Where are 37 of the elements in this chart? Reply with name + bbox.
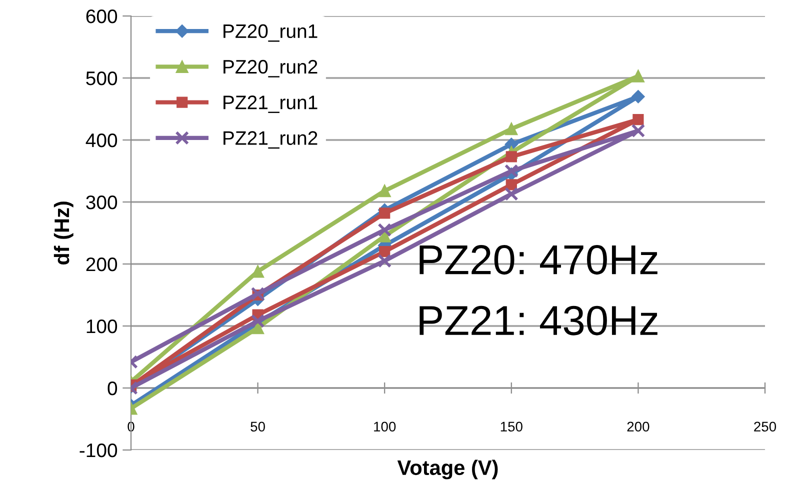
x-axis-title: Votage (V)	[397, 460, 498, 480]
point	[250, 286, 265, 301]
y-tick-label: -100	[80, 443, 118, 458]
y-tick-label: 600	[86, 9, 118, 24]
point	[505, 122, 518, 136]
point	[378, 184, 391, 198]
annotation: PZ21: 430Hz	[420, 306, 658, 336]
y-tick-label: 200	[86, 257, 118, 272]
legend-label: PZ20_run1	[224, 24, 318, 42]
point	[378, 254, 392, 268]
point	[506, 151, 517, 162]
point	[632, 70, 644, 82]
point	[378, 222, 392, 237]
y-tick-label: 500	[86, 71, 118, 86]
point	[504, 164, 518, 178]
annotation: PZ20: 470Hz	[420, 245, 658, 275]
x-tick-label: 100	[374, 422, 396, 432]
x-tick-label: 50	[250, 422, 265, 432]
point	[506, 179, 517, 190]
y-tick-label: 300	[86, 195, 118, 210]
y-tick-label: 400	[86, 133, 118, 148]
x-tick-label: 250	[754, 422, 776, 432]
x-tick-label: 200	[627, 422, 650, 432]
point	[252, 322, 264, 334]
y-tick-label: 0	[108, 381, 118, 396]
point	[631, 124, 646, 138]
point	[632, 90, 645, 104]
legend-label: PZ21_run1	[224, 96, 318, 113]
legend-label: PZ20_run2	[224, 60, 318, 78]
legend-label: PZ21_run2	[224, 131, 318, 149]
point	[379, 208, 390, 219]
y-tick-label: 100	[86, 319, 118, 334]
point	[379, 246, 390, 258]
point	[632, 114, 644, 126]
y-axis-title: df (Hz)	[54, 202, 74, 265]
point	[504, 186, 518, 201]
x-tick-label: 150	[500, 422, 522, 432]
